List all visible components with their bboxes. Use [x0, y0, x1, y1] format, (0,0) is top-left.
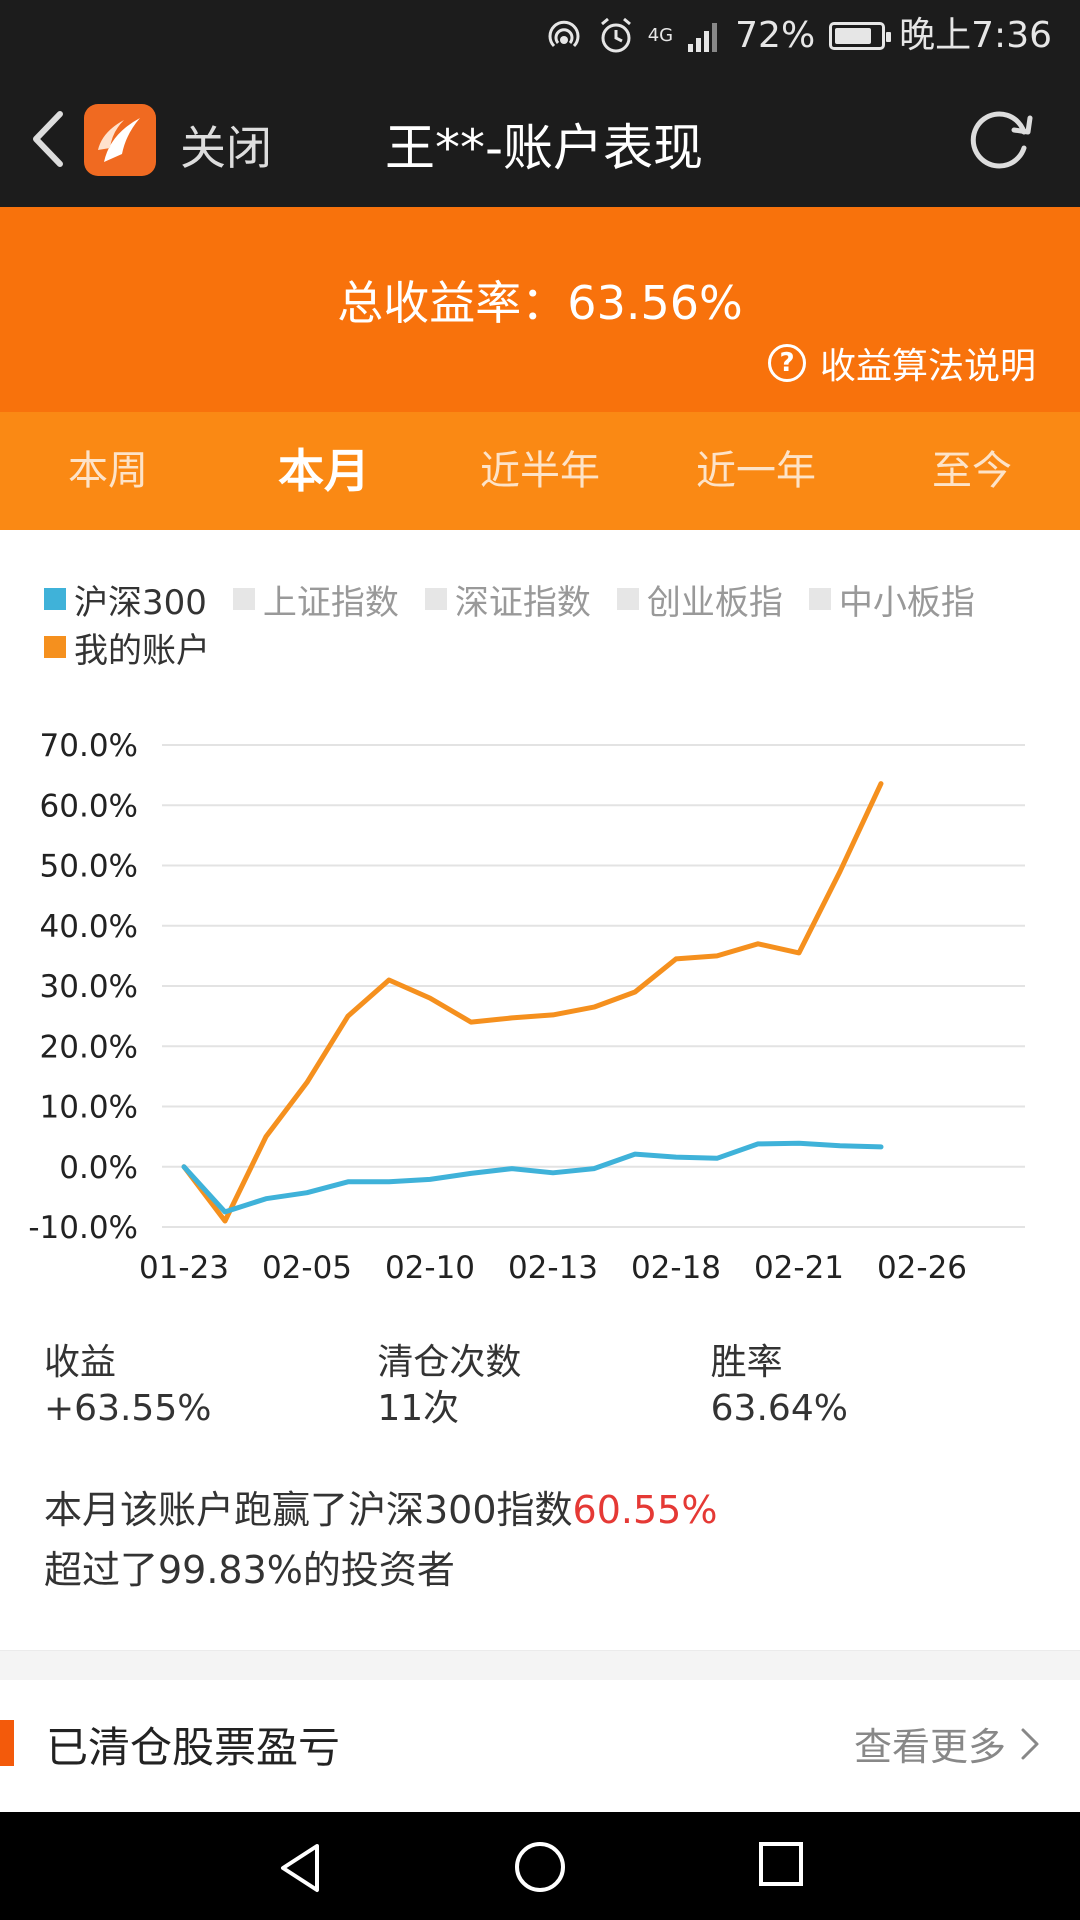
period-tabs: 本周 本月 近半年 近一年 至今 [0, 412, 1080, 530]
stat-clearances: 清仓次数 11次 [377, 1340, 710, 1432]
legend-swatch [232, 588, 255, 610]
system-nav-bar [0, 1812, 1080, 1920]
legend-label: 中小板指 [838, 582, 975, 623]
x-tick-label: 01-23 [139, 1250, 229, 1286]
chevron-right-icon [1021, 1728, 1039, 1759]
battery-icon [829, 22, 892, 50]
system-recents-icon[interactable] [757, 1840, 805, 1888]
summary-panel: 总收益率：63.56% ? 收益算法说明 [0, 207, 1080, 412]
x-tick-label: 02-26 [877, 1250, 967, 1286]
tab-half-year[interactable]: 近半年 [480, 448, 600, 494]
section-accent-bar [0, 1720, 14, 1766]
legend-label: 创业板指 [646, 582, 783, 623]
signal-icon [688, 23, 718, 52]
legend-swatch [424, 588, 447, 610]
network-type: 4G [647, 25, 674, 46]
page-title: 王**-账户表现 [385, 119, 704, 177]
algorithm-explanation-link[interactable]: ? 收益算法说明 [767, 337, 1036, 389]
legend-swatch [44, 636, 66, 658]
legend-item-hs300[interactable]: 沪深300 [44, 575, 207, 624]
chart-legend: 沪深300 上证指数 深证指数 创业板指 中小板指 我的账户 [44, 575, 1044, 671]
app-logo-icon [84, 104, 156, 176]
y-tick-label: 60.0% [40, 788, 138, 824]
outperform-value: 60.55% [572, 1488, 718, 1532]
view-more-label: 查看更多 [853, 1725, 1006, 1769]
series-line [181, 781, 884, 1224]
close-button[interactable]: 关闭 [180, 121, 272, 175]
back-arrow-icon[interactable] [22, 106, 78, 172]
x-tick-label: 02-05 [262, 1250, 352, 1286]
tab-one-year[interactable]: 近一年 [696, 448, 816, 494]
stat-return: 收益 +63.55% [44, 1340, 377, 1432]
y-tick-label: 70.0% [40, 728, 138, 764]
section-title: 已清仓股票盈亏 [46, 1723, 341, 1772]
y-tick-label: -10.0% [28, 1210, 138, 1246]
alarm-icon [600, 17, 631, 53]
x-tick-label: 02-21 [754, 1250, 844, 1286]
status-bar: 4G 72% 晚上7:36 [0, 0, 1080, 72]
tab-to-date[interactable]: 至今 [932, 448, 1012, 494]
y-tick-label: 20.0% [40, 1029, 138, 1065]
clock-time: 晚上7:36 [899, 15, 1052, 56]
legend-item-chinext[interactable]: 创业板指 [616, 575, 783, 624]
view-more-link[interactable]: 查看更多 [854, 1716, 1040, 1771]
legend-item-my-account[interactable]: 我的账户 [44, 623, 210, 672]
battery-percent: 72% [735, 15, 816, 56]
y-tick-label: 10.0% [40, 1090, 138, 1126]
stats-row: 收益 +63.55% 清仓次数 11次 胜率 63.64% [44, 1340, 1044, 1432]
legend-label: 上证指数 [262, 582, 399, 623]
x-tick-label: 02-13 [508, 1250, 598, 1286]
y-tick-label: 40.0% [40, 909, 138, 945]
section-divider [0, 1650, 1080, 1680]
legend-label: 我的账户 [74, 630, 210, 671]
legend-swatch [808, 588, 831, 610]
cleared-stocks-section: 已清仓股票盈亏 查看更多 [0, 1680, 1080, 1800]
help-icon: ? [767, 344, 806, 382]
algorithm-explanation-label: 收益算法说明 [819, 346, 1036, 387]
legend-item-szse[interactable]: 深证指数 [424, 575, 591, 624]
outperform-line: 本月该账户跑赢了沪深300指数60.55% [44, 1480, 717, 1540]
system-back-icon[interactable] [275, 1840, 325, 1896]
stat-value: +63.55% [44, 1388, 212, 1429]
system-home-icon[interactable] [513, 1840, 567, 1894]
total-return-rate: 总收益率：63.56% [337, 276, 743, 330]
tab-this-month[interactable]: 本月 [278, 444, 370, 498]
legend-swatch [616, 588, 639, 610]
stat-value: 63.64% [710, 1388, 848, 1429]
return-line-chart: 70.0% 60.0% 50.0% 40.0% 30.0% 20.0% 10.0% 0.0% -… [28, 728, 1025, 1286]
y-tick-label: 30.0% [40, 969, 138, 1005]
series-line [181, 1140, 884, 1215]
x-tick-label: 02-18 [631, 1250, 721, 1286]
legend-label: 深证指数 [454, 582, 591, 623]
stat-label: 清仓次数 [377, 1342, 522, 1383]
stat-label: 胜率 [710, 1342, 783, 1383]
stat-label: 收益 [44, 1342, 117, 1383]
legend-item-sme[interactable]: 中小板指 [808, 575, 975, 624]
stat-win-rate: 胜率 63.64% [711, 1340, 1044, 1432]
x-tick-label: 02-10 [385, 1250, 475, 1286]
legend-item-sse[interactable]: 上证指数 [232, 575, 399, 624]
stat-value: 11次 [377, 1388, 460, 1429]
percentile-line: 超过了99.83%的投资者 [44, 1548, 455, 1592]
tab-this-week[interactable]: 本周 [68, 448, 148, 494]
comparison-text: 本月该账户跑赢了沪深300指数60.55% 超过了99.83%的投资者 [44, 1480, 717, 1600]
hotspot-icon [548, 20, 580, 48]
legend-swatch [44, 588, 66, 610]
y-tick-label: 50.0% [40, 849, 138, 885]
y-tick-label: 0.0% [59, 1150, 138, 1186]
outperform-text: 本月该账户跑赢了沪深300指数 [44, 1488, 573, 1532]
nav-bar: 关闭 王**-账户表现 [0, 72, 1080, 207]
refresh-icon[interactable] [964, 102, 1038, 176]
legend-label: 沪深300 [74, 582, 207, 623]
